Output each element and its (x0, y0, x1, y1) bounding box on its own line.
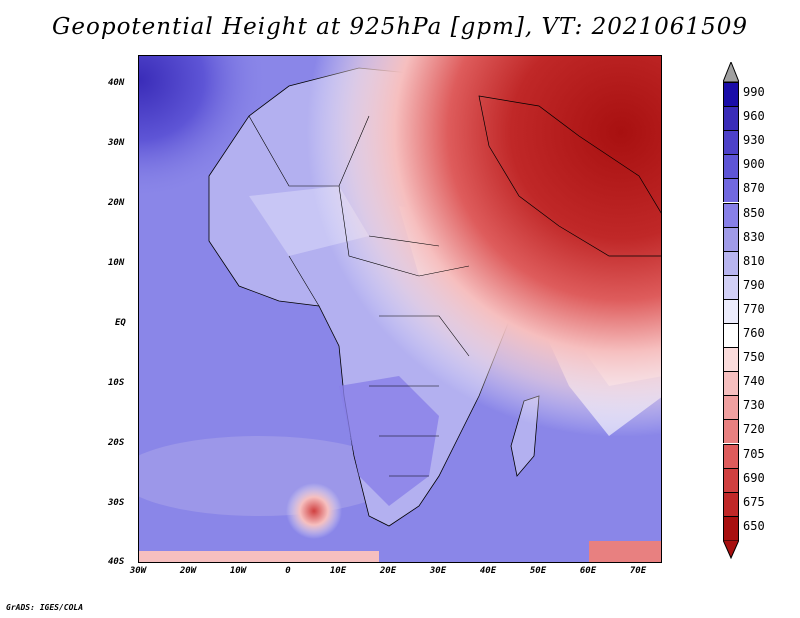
colorbar-swatch (723, 250, 739, 275)
lon-label-10w: 10W (229, 566, 247, 576)
lon-label-20e: 20E (379, 566, 397, 576)
lat-label-40s: 40S (108, 557, 125, 567)
geopotential-field (139, 56, 661, 562)
colorbar-label: 770 (743, 301, 765, 316)
colorbar-swatch (723, 178, 739, 203)
colorbar-swatch (723, 202, 739, 227)
ne-warm-high (139, 56, 661, 562)
grads-credit: GrADS: IGES/COLA (6, 603, 84, 612)
colorbar-swatch (723, 395, 739, 420)
colorbar-label: 900 (743, 157, 765, 172)
colorbar-swatch (723, 443, 739, 468)
lat-label-40n: 40N (108, 78, 125, 88)
lat-label-10n: 10N (108, 258, 125, 268)
lat-label-20s: 20S (108, 438, 125, 448)
lat-label-20n: 20N (108, 198, 125, 208)
lon-label-0: 0 (285, 566, 291, 576)
colorbar-swatch (723, 226, 739, 251)
colorbar-swatch (723, 491, 739, 516)
colorbar-label: 850 (743, 205, 765, 220)
colorbar-label: 930 (743, 133, 765, 148)
colorbar-swatch (723, 154, 739, 179)
lon-label-20w: 20W (179, 566, 197, 576)
map-area[interactable] (138, 55, 662, 563)
colorbar-swatch (723, 274, 739, 299)
colorbar-label: 740 (743, 374, 765, 389)
lon-label-30e: 30E (429, 566, 447, 576)
colorbar-bottom-arrow (723, 539, 739, 560)
colorbar-top-arrow (723, 62, 739, 82)
colorbar-swatch (723, 419, 739, 444)
colorbar-label: 990 (743, 85, 765, 99)
sw-low-cell (286, 483, 342, 539)
colorbar-swatch (723, 515, 739, 540)
colorbar-swatch (723, 130, 739, 155)
colorbar-swatch (723, 106, 739, 131)
colorbar-label: 730 (743, 398, 765, 413)
lat-label-30n: 30N (108, 138, 125, 148)
colorbar-label: 760 (743, 326, 765, 340)
map-title: Geopotential Height at 925hPa [gpm], VT:… (52, 14, 748, 40)
lat-label-eq: EQ (115, 318, 126, 328)
colorbar-label: 870 (743, 181, 765, 196)
colorbar-swatch (723, 371, 739, 396)
colorbar-swatch (723, 323, 739, 347)
colorbar-swatch (723, 347, 739, 372)
colorbar-swatch (723, 298, 739, 323)
lat-label-10s: 10S (108, 378, 125, 388)
lon-label-60e: 60E (579, 566, 597, 576)
lon-label-30w: 30W (129, 566, 147, 576)
lon-label-10e: 10E (329, 566, 347, 576)
colorbar-label: 675 (743, 494, 765, 509)
colorbar-label: 650 (743, 518, 765, 533)
colorbar-label: 750 (743, 350, 765, 365)
colorbar-label: 810 (743, 253, 765, 268)
colorbar-label: 690 (743, 470, 765, 485)
colorbar-label: 830 (743, 229, 765, 244)
colorbar-label: 790 (743, 277, 765, 292)
colorbar-label: 705 (743, 446, 765, 461)
colorbar-swatch (723, 82, 739, 106)
lon-label-40e: 40E (479, 566, 497, 576)
colorbar-legend: 990 960 930 900 870 850 830 810 790 770 760 750 740 7… (723, 62, 783, 560)
lat-label-30s: 30S (108, 498, 125, 508)
colorbar-label: 720 (743, 422, 765, 437)
colorbar-swatch (723, 467, 739, 492)
lon-label-70e: 70E (629, 566, 647, 576)
colorbar-label: 960 (743, 109, 765, 124)
lon-label-50e: 50E (529, 566, 547, 576)
